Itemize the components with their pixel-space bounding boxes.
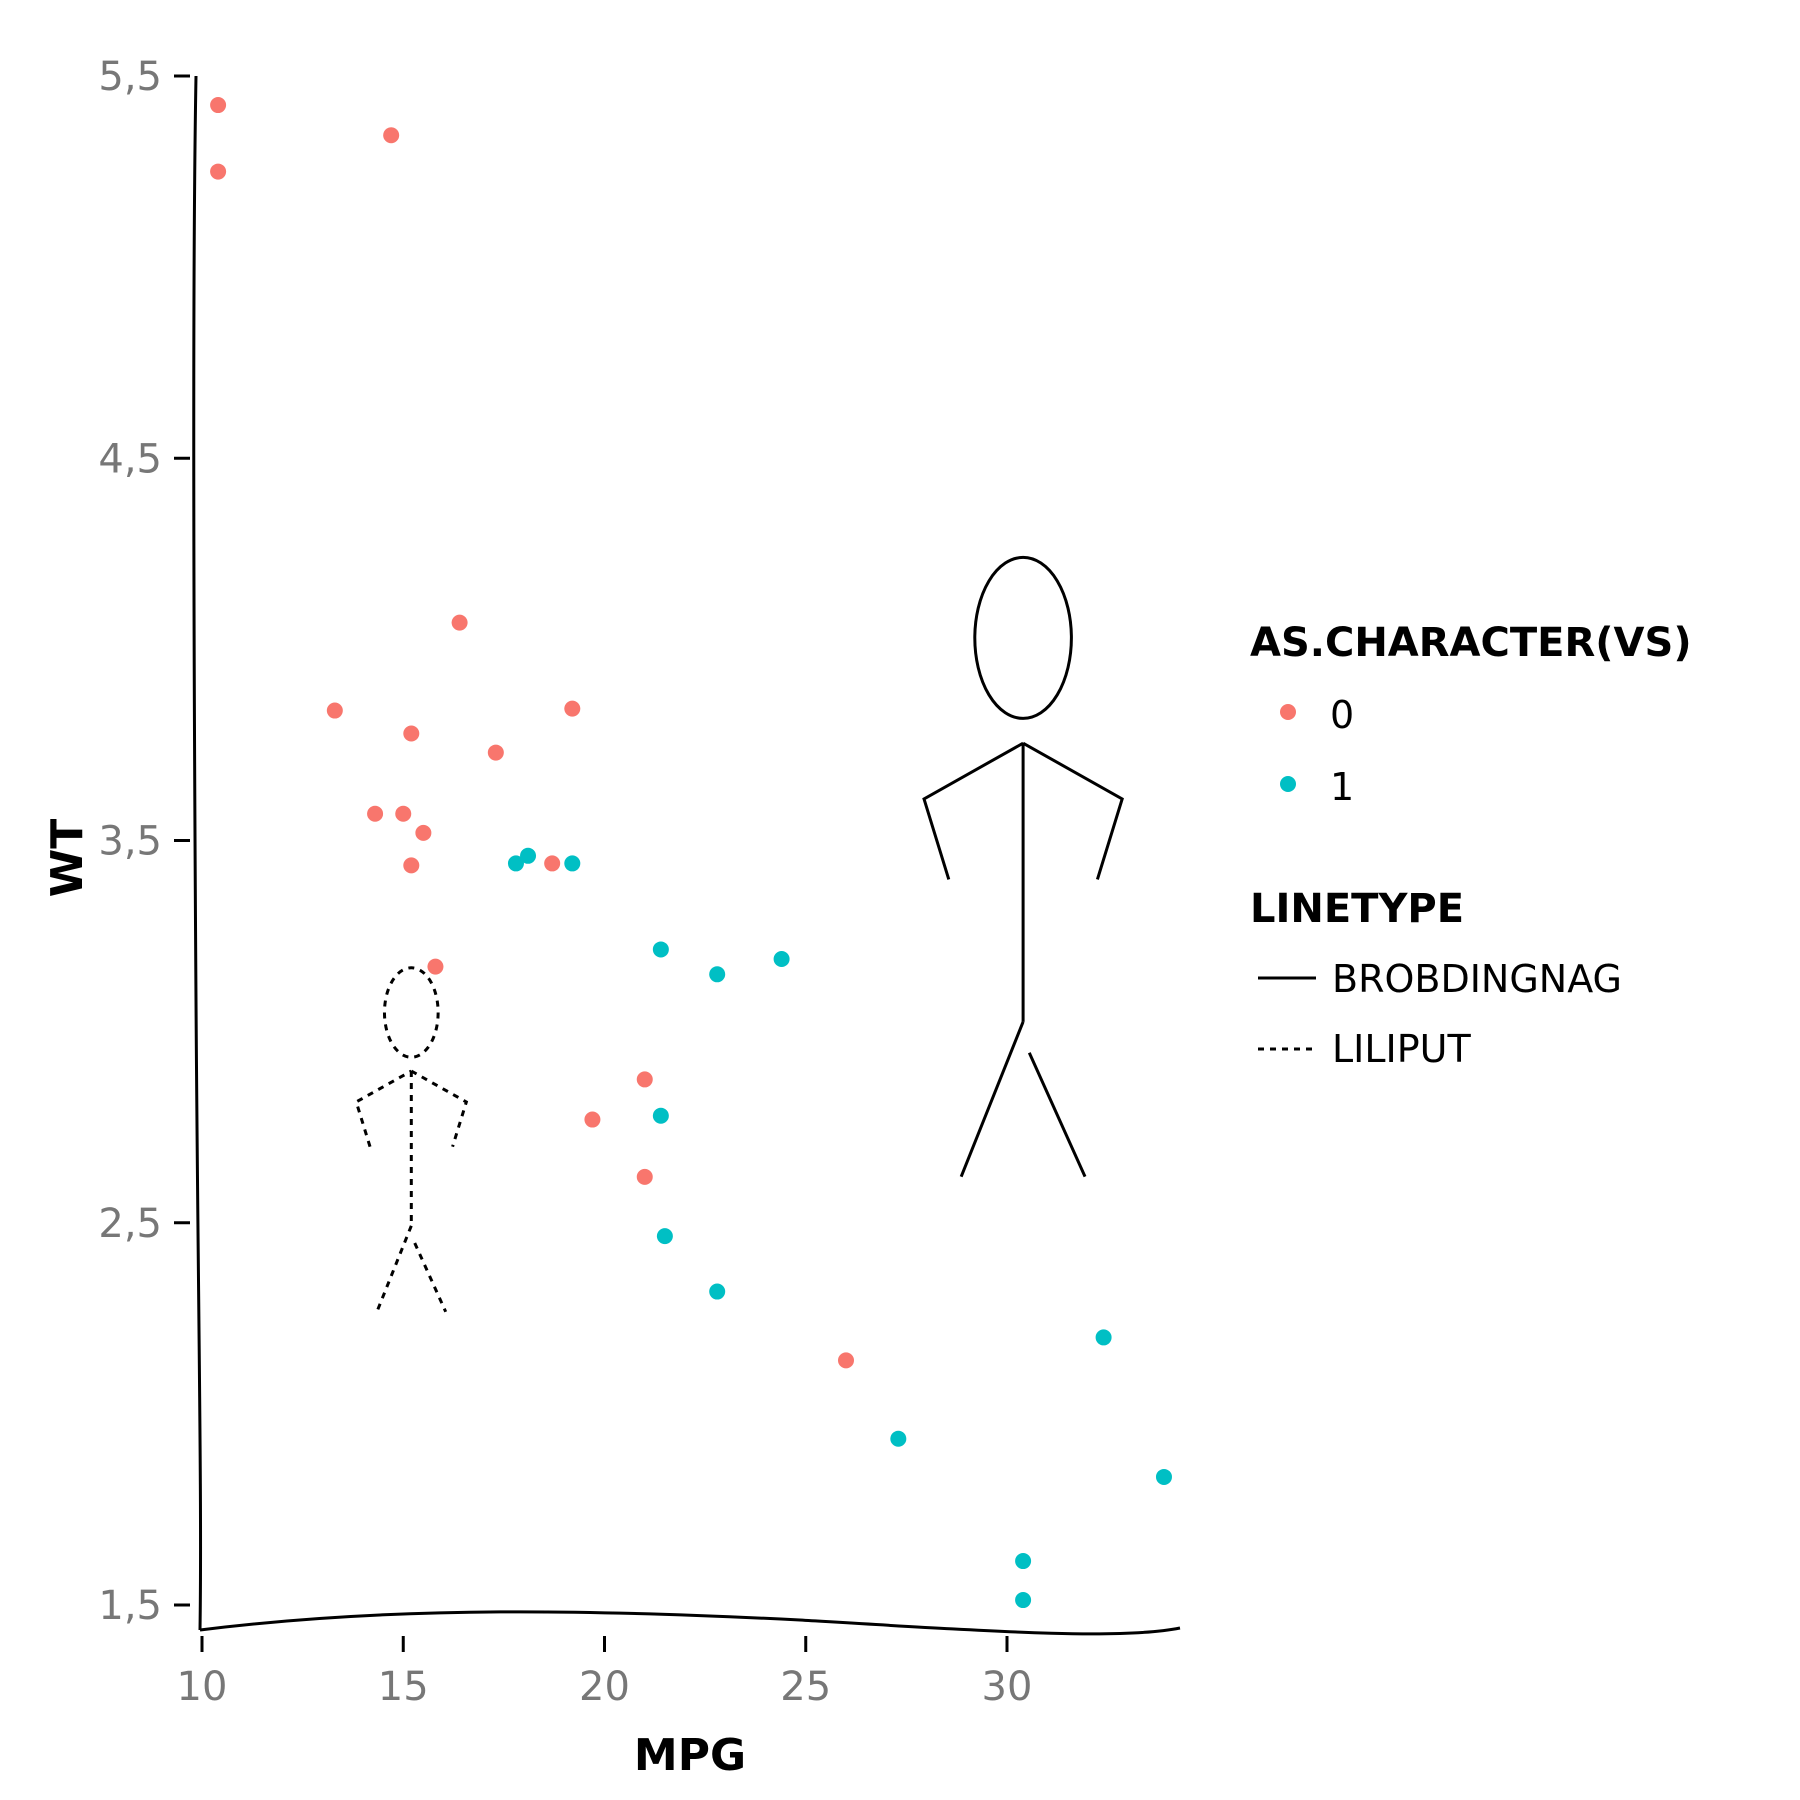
y-tick-label: 2,5 <box>98 1201 162 1247</box>
figure-left-leg <box>375 1225 413 1313</box>
data-point-0 <box>415 824 432 841</box>
x-tick-label: 30 <box>982 1664 1033 1710</box>
y-ticks: 1,5 2,5 3,5 4,5 5,5 <box>98 54 190 1629</box>
legend-label-0: 0 <box>1330 693 1354 737</box>
data-point-0 <box>326 702 343 719</box>
legend-label-brobdingnag: BROBDINGNAG <box>1332 957 1622 1001</box>
data-point-1 <box>773 950 790 967</box>
axes <box>192 75 1181 1636</box>
legend-linetype-title: LINETYPE <box>1250 886 1464 932</box>
data-point-1 <box>709 966 726 983</box>
legend-swatch-0 <box>1280 704 1296 720</box>
data-point-1 <box>1015 1592 1032 1609</box>
data-point-1 <box>507 855 524 872</box>
stick-figures <box>354 555 1124 1313</box>
figure-left-leg <box>959 1021 1025 1178</box>
legend-label-1: 1 <box>1330 765 1354 809</box>
stick-figure-liliput <box>354 966 469 1313</box>
y-tick-label: 5,5 <box>98 54 162 100</box>
data-point-0 <box>210 163 227 180</box>
data-point-0 <box>403 857 420 874</box>
data-point-0 <box>395 805 412 822</box>
data-point-0 <box>487 744 504 761</box>
data-point-0 <box>403 725 420 742</box>
figure-right-leg <box>413 1242 448 1313</box>
data-point-0 <box>636 1071 653 1088</box>
y-axis-title: WT <box>42 819 93 898</box>
data-point-0 <box>544 855 561 872</box>
data-point-1 <box>709 1283 726 1300</box>
data-point-1 <box>652 1107 669 1124</box>
figure-right-arm <box>1022 741 1124 880</box>
y-axis-line <box>192 75 203 1631</box>
data-point-1 <box>652 941 669 958</box>
figure-head <box>382 966 440 1059</box>
y-tick-label: 1,5 <box>98 1583 162 1629</box>
legend-color-title: AS.CHARACTER(VS) <box>1250 620 1692 666</box>
data-point-0 <box>564 700 581 717</box>
legend: AS.CHARACTER(VS) 0 1 LINETYPE BROBDINGNA… <box>1250 620 1692 1071</box>
data-point-1 <box>1155 1468 1172 1485</box>
data-points <box>210 97 1172 1609</box>
data-point-1 <box>520 847 537 864</box>
legend-swatch-1 <box>1280 776 1296 792</box>
figure-right-arm <box>410 1069 469 1148</box>
legend-label-liliput: LILIPUT <box>1332 1027 1471 1071</box>
data-point-1 <box>890 1430 907 1447</box>
data-point-0 <box>838 1352 854 1369</box>
data-point-0 <box>451 614 468 631</box>
x-ticks: 10 15 20 25 30 <box>177 1636 1033 1710</box>
figure-left-arm <box>354 1069 413 1148</box>
x-tick-label: 25 <box>780 1664 831 1710</box>
x-axis-title: MPG <box>634 1730 746 1781</box>
figure-left-arm <box>922 741 1024 880</box>
figure-head <box>973 555 1073 720</box>
stick-figure-brobdingnag <box>922 555 1124 1178</box>
x-tick-label: 10 <box>177 1664 228 1710</box>
data-point-0 <box>427 958 444 975</box>
y-tick-label: 4,5 <box>98 436 162 482</box>
data-point-0 <box>210 97 227 114</box>
data-point-0 <box>584 1111 601 1128</box>
data-point-1 <box>656 1228 673 1245</box>
data-point-0 <box>383 127 400 144</box>
x-tick-label: 20 <box>579 1664 630 1710</box>
figure-right-leg <box>1027 1052 1087 1178</box>
y-tick-label: 3,5 <box>98 819 162 865</box>
x-tick-label: 15 <box>378 1664 429 1710</box>
data-point-1 <box>1015 1553 1032 1570</box>
data-point-0 <box>636 1168 653 1185</box>
data-point-0 <box>367 805 384 822</box>
data-point-1 <box>1095 1329 1112 1346</box>
x-axis-line <box>199 1610 1181 1636</box>
data-point-1 <box>564 855 581 872</box>
